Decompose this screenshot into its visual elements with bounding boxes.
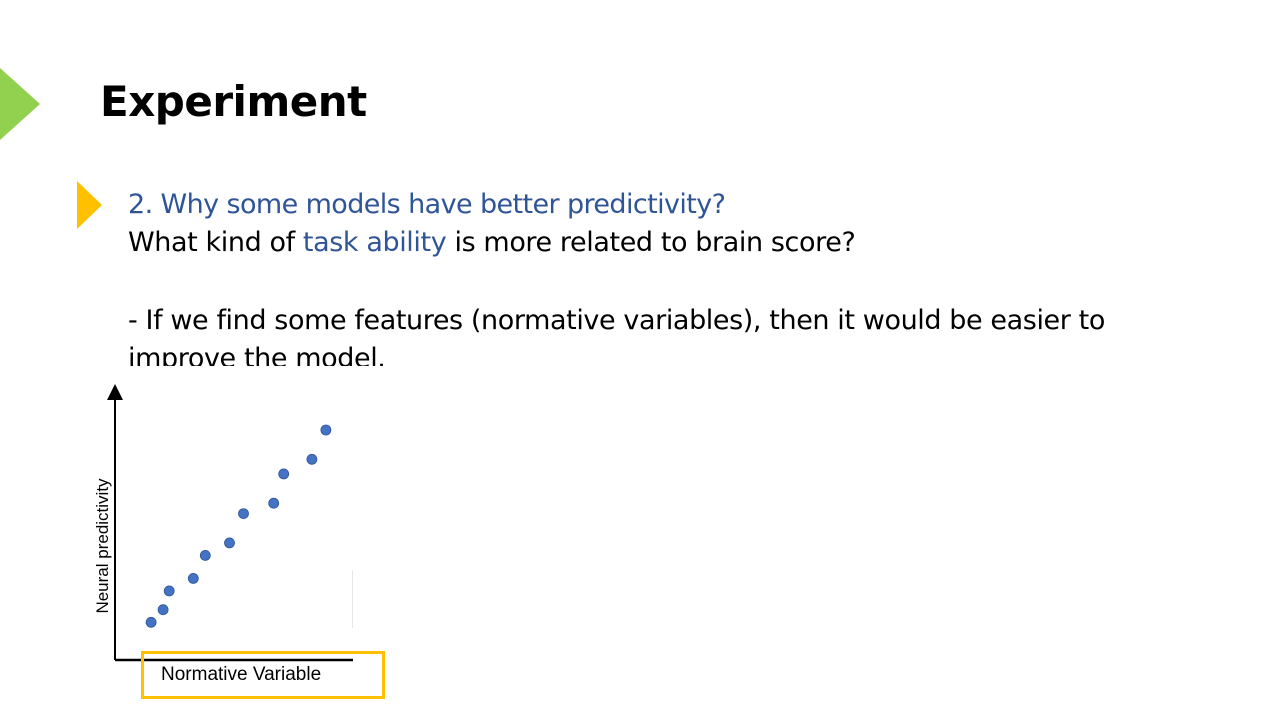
slide-body: 2. Why some models have better predictiv…	[128, 186, 1188, 366]
x-axis-label: Normative Variable	[161, 664, 322, 685]
scatter-point-1	[145, 616, 157, 628]
scatter-point-9	[278, 468, 290, 480]
question-subline: What kind of task ability is more relate…	[128, 224, 1188, 262]
x-axis-highlight-box	[141, 651, 385, 699]
note-line-1: - If we find some features (normative va…	[128, 305, 1105, 336]
title-triangle-icon	[0, 68, 40, 140]
subline-post: is more related to brain score?	[446, 227, 856, 258]
spacer	[128, 262, 1188, 302]
scatter-point-11	[320, 424, 332, 436]
task-ability-highlight: task ability	[302, 227, 447, 258]
slide-title: Experiment	[100, 77, 367, 126]
data-points	[145, 424, 332, 628]
scatter-point-6	[224, 537, 235, 549]
scatter-point-8	[268, 497, 280, 509]
question-line: 2. Why some models have better predictiv…	[128, 189, 726, 220]
scatter-point-3	[163, 585, 175, 597]
note-line-2: improve the model.	[128, 343, 386, 366]
scatter-point-4	[187, 572, 199, 584]
divider	[352, 570, 353, 628]
subline-pre: What kind of	[128, 227, 303, 258]
bullet-triangle-icon	[77, 181, 102, 229]
scatter-chart	[107, 384, 353, 662]
y-axis-label: Neural predictivity	[93, 478, 112, 614]
scatter-point-2	[157, 604, 169, 616]
scatter-point-7	[238, 508, 249, 520]
scatter-point-10	[306, 453, 318, 465]
scatter-point-5	[199, 549, 211, 561]
